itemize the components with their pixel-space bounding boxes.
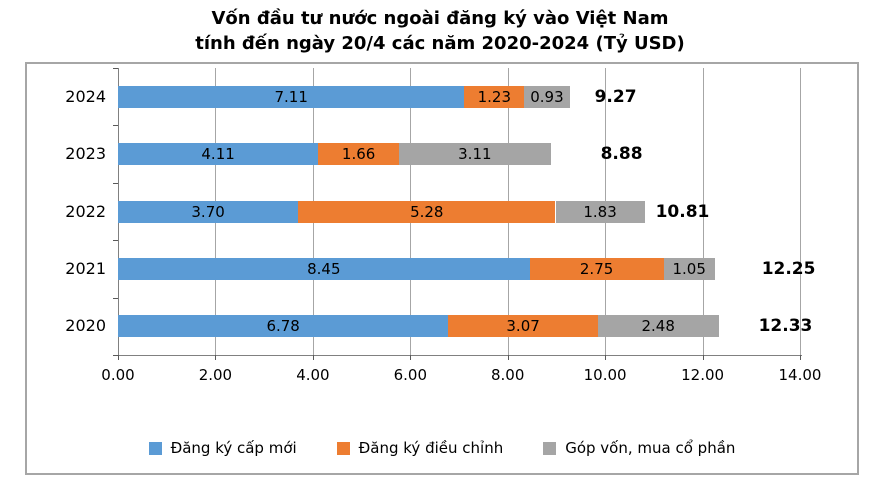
- x-axis-label: 2.00: [198, 366, 233, 384]
- gridline: [702, 68, 704, 355]
- bar-segment: 4.11: [118, 143, 319, 166]
- bar-value-label: 7.11: [274, 87, 308, 106]
- bar-segment: 2.48: [597, 315, 719, 338]
- x-axis-label: 0.00: [101, 366, 135, 384]
- chart-title-line1: Vốn đầu tư nước ngoài đăng ký vào Việt N…: [211, 8, 669, 29]
- legend-swatch-icon: [148, 441, 162, 455]
- bar-total-label: 12.33: [758, 316, 813, 337]
- bar-segment: 6.78: [118, 315, 449, 338]
- x-axis-tick: [312, 355, 314, 360]
- bar-value-label: 2.48: [641, 317, 675, 336]
- chart-title-line2: tính đến ngày 20/4 các năm 2020-2024 (Tỷ…: [195, 33, 685, 54]
- plot-area: 7.11 1.23 0.93 9.27 4.11 1.66 3.11 8.88 3.70 5.28…: [113, 68, 815, 360]
- bar-segment: 0.93: [524, 85, 570, 108]
- y-axis-tick: [113, 355, 118, 356]
- legend-item: Góp vốn, mua cổ phần: [543, 439, 735, 457]
- gridline: [800, 68, 801, 355]
- bar-value-label: 1.83: [583, 202, 617, 221]
- chart-title: Vốn đầu tư nước ngoài đăng ký vào Việt N…: [0, 6, 880, 56]
- bar-segment: 8.45: [118, 257, 530, 280]
- y-axis-tick: [113, 68, 118, 69]
- legend-item: Đăng ký cấp mới: [148, 439, 297, 457]
- x-axis-label: 14.00: [778, 366, 822, 384]
- legend-swatch-icon: [336, 441, 350, 455]
- bar-value-label: 1.66: [341, 145, 376, 164]
- y-axis-tick: [113, 125, 118, 127]
- x-axis-tick: [410, 355, 412, 360]
- y-axis-label: 2021: [65, 258, 106, 278]
- bar-segment: 3.11: [399, 143, 551, 166]
- y-axis-tick: [113, 297, 118, 299]
- bar-segment: 7.11: [118, 85, 465, 108]
- x-axis-label: 12.00: [681, 366, 725, 384]
- x-axis-label: 8.00: [490, 366, 525, 384]
- x-axis-label: 10.00: [583, 366, 627, 384]
- bar-value-label: 3.07: [506, 317, 540, 336]
- y-axis-label: 2020: [65, 316, 106, 336]
- y-axis-tick: [113, 240, 118, 242]
- x-axis-line: [118, 355, 802, 356]
- legend-label: Đăng ký cấp mới: [170, 439, 297, 457]
- bar-segment: 2.75: [529, 257, 664, 280]
- bar-segment: 1.23: [464, 85, 525, 108]
- legend: Đăng ký cấp mới Đăng ký điều chỉnh Góp vốn…: [25, 436, 859, 460]
- y-axis-label: 2022: [65, 201, 106, 221]
- y-axis-label: 2024: [65, 86, 106, 106]
- y-axis-label: 2023: [65, 144, 106, 164]
- bar-value-label: 6.78: [266, 317, 300, 336]
- x-axis-tick: [215, 355, 217, 360]
- legend-item: Đăng ký điều chỉnh: [336, 439, 504, 457]
- bar-value-label: 1.05: [672, 259, 706, 278]
- bar-value-label: 8.45: [307, 259, 341, 278]
- bar-segment: 3.07: [448, 315, 598, 338]
- x-axis-tick: [605, 355, 607, 360]
- bar-segment: 1.05: [663, 257, 715, 280]
- legend-label: Góp vốn, mua cổ phần: [565, 439, 736, 457]
- legend-label: Đăng ký điều chỉnh: [358, 439, 504, 457]
- legend-swatch-icon: [543, 441, 557, 455]
- bar-value-label: 2.75: [579, 259, 614, 278]
- bar-segment: 5.28: [298, 200, 556, 223]
- y-axis-tick: [113, 182, 118, 184]
- bar-value-label: 1.23: [477, 87, 512, 106]
- bar-value-label: 3.70: [191, 202, 225, 221]
- bar-value-label: 4.11: [201, 145, 235, 164]
- bar-segment: 1.83: [555, 200, 645, 223]
- bar-value-label: 0.93: [530, 87, 564, 106]
- x-axis-label: 4.00: [296, 366, 330, 384]
- x-axis-label: 6.00: [393, 366, 427, 384]
- bar-segment: 1.66: [318, 143, 400, 166]
- bar-total-label: 10.81: [655, 201, 710, 222]
- x-axis-tick: [702, 355, 704, 360]
- x-axis-tick: [507, 355, 509, 360]
- x-axis-tick: [118, 355, 119, 360]
- bar-total-label: 9.27: [594, 86, 637, 107]
- x-axis-tick: [800, 355, 801, 360]
- bar-value-label: 5.28: [410, 202, 444, 221]
- bar-total-label: 12.25: [761, 258, 816, 279]
- bar-segment: 3.70: [118, 200, 299, 223]
- bar-total-label: 8.88: [600, 144, 643, 165]
- bar-value-label: 3.11: [458, 145, 492, 164]
